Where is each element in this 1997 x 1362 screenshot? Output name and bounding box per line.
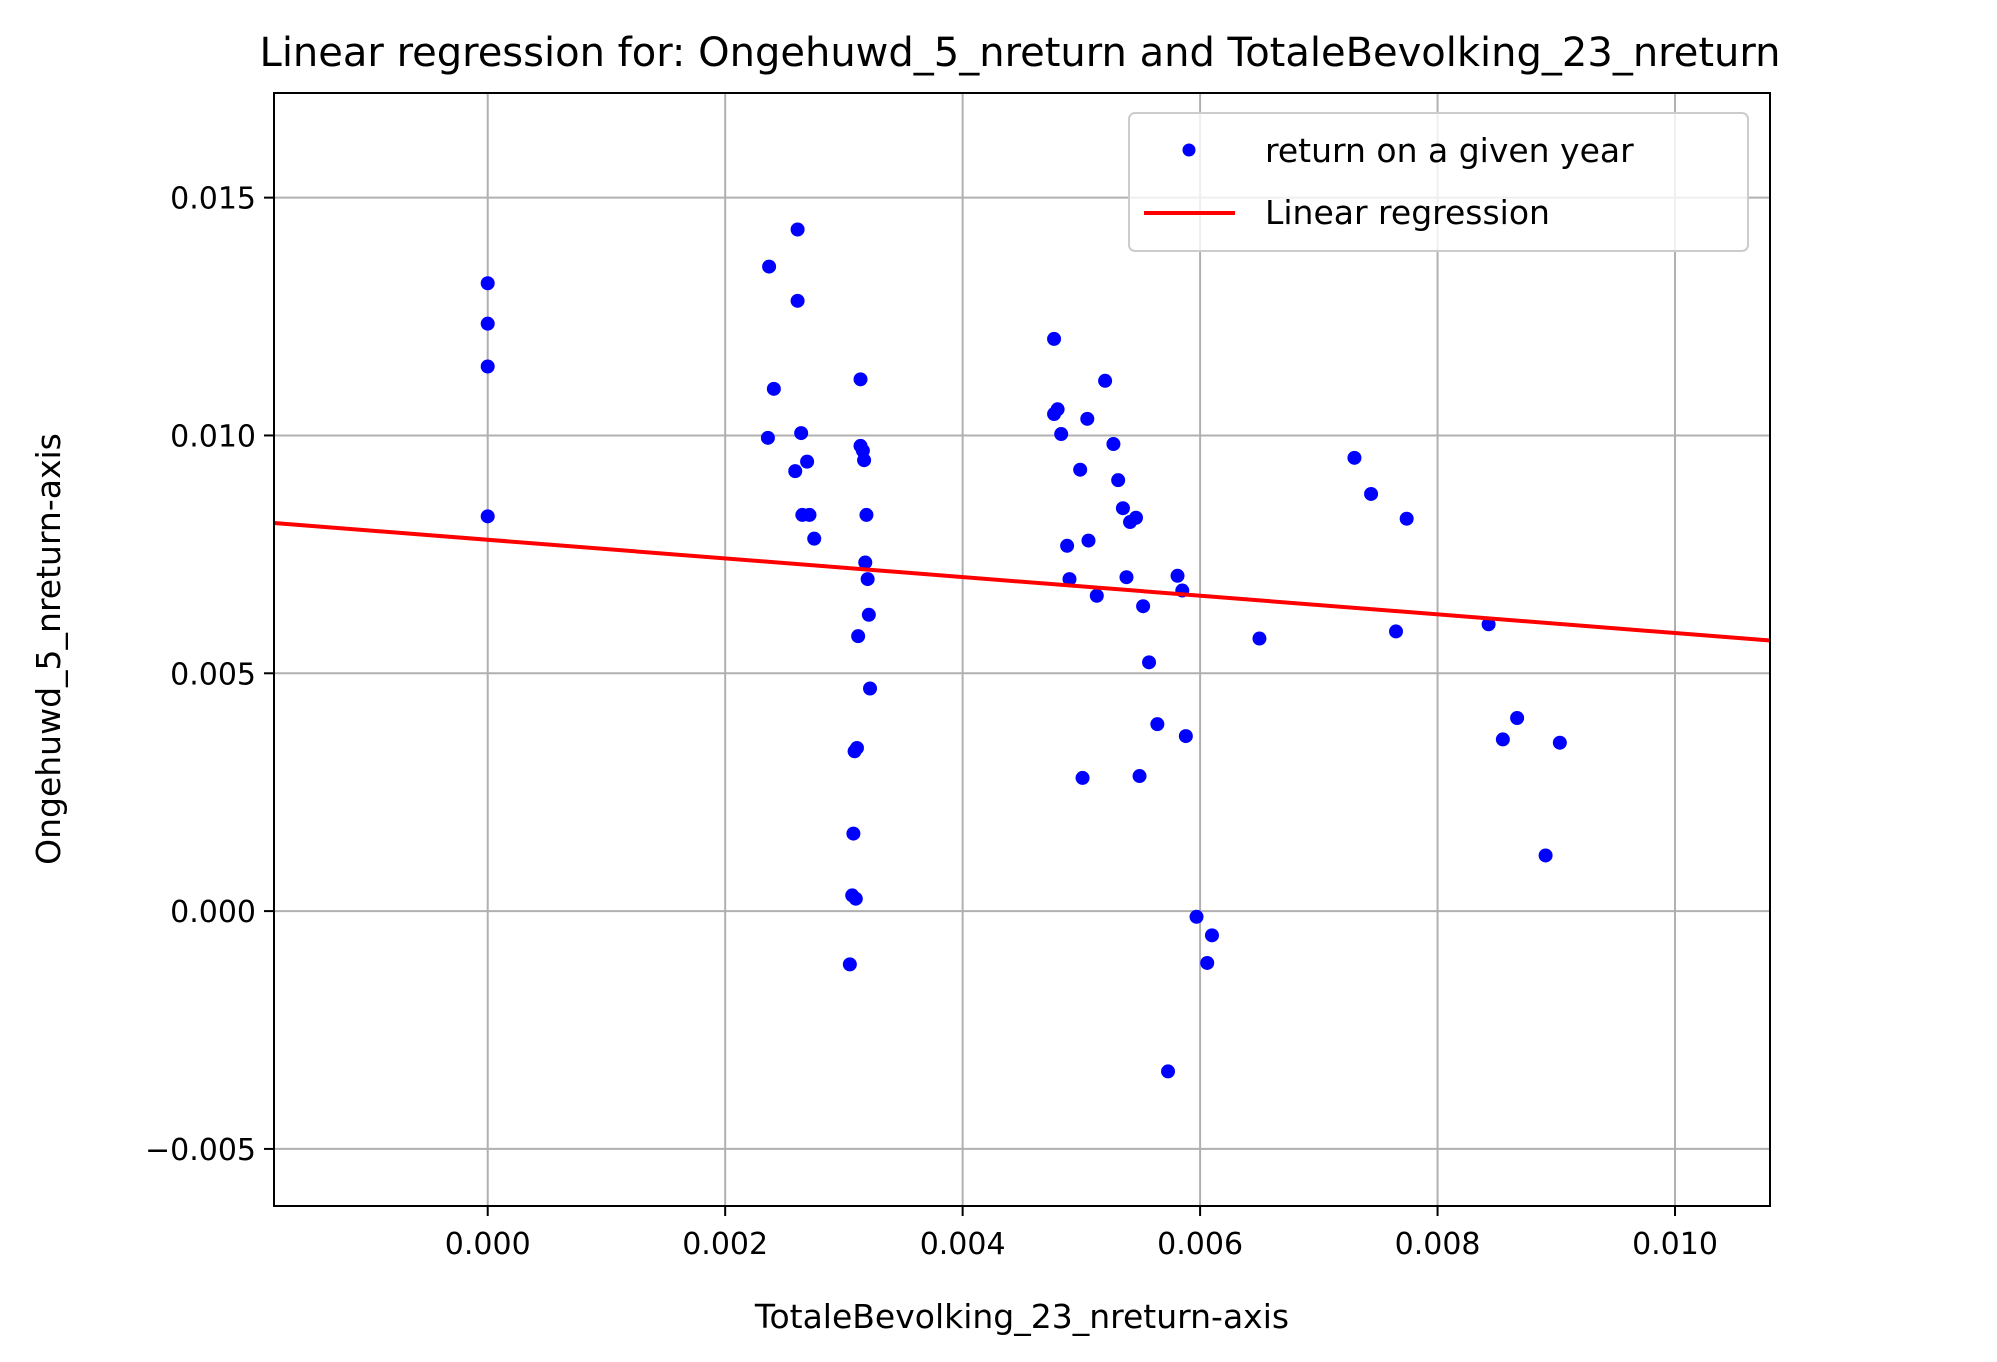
scatter-point [1161,1064,1176,1079]
scatter-point [1054,427,1069,442]
scatter-point [1098,373,1113,388]
scatter-point [762,259,777,274]
scatter-point [1136,599,1151,614]
grid-lines [274,93,1770,1206]
y-tick-label: 0.005 [170,657,256,692]
scatter-point [863,681,878,696]
plot-series [273,222,1771,1079]
scatter-point [851,629,866,644]
axis-ticks: 0.000 0.002 0.004 0.006 0.008 0.010 −0.005 0.00… [145,182,1718,1262]
x-tick-label: 0.008 [1395,1227,1481,1262]
scatter-point [1189,909,1204,924]
scatter-point [1106,437,1121,452]
scatter-point [859,507,874,522]
scatter-point [1204,928,1219,943]
y-tick-label: 0.000 [170,895,256,930]
scatter-point [1050,402,1065,417]
scatter-point [800,454,815,469]
scatter-point [1062,572,1077,587]
scatter-point [790,293,805,308]
scatter-point [766,381,781,396]
legend-label-scatter: return on a given year [1265,131,1634,170]
scatter-point [788,464,803,479]
scatter-point [807,531,822,546]
scatter-point [1495,732,1510,747]
scatter-point [1080,411,1095,426]
scatter-point [1170,568,1185,583]
scatter-point [842,957,857,972]
scatter-point [1200,955,1215,970]
scatter-point [1150,717,1165,732]
x-axis-label: TotaleBevolking_23_nreturn-axis [754,1297,1289,1336]
scatter-point [480,276,495,291]
scatter-point [1347,450,1362,465]
scatter-point [480,359,495,374]
x-tick-label: 0.002 [682,1227,768,1262]
scatter-point [847,744,862,759]
scatter-point [1252,631,1267,646]
scatter-point [1510,710,1525,725]
scatter-point [860,572,875,587]
scatter-point [760,430,775,445]
x-tick-label: 0.000 [445,1227,531,1262]
scatter-point [1538,848,1553,863]
scatter-point [1119,570,1134,585]
legend: return on a given year Linear regression [1128,112,1749,252]
scatter-point [480,316,495,331]
scatter-point [846,826,861,841]
scatter-point [1111,473,1126,488]
chart-title: Linear regression for: Ongehuwd_5_nretur… [260,30,1781,76]
scatter-point [1060,538,1075,553]
scatter-point [1073,462,1088,477]
scatter-point [1075,770,1090,785]
legend-label-line: Linear regression [1265,193,1550,232]
scatter-point [794,426,809,441]
x-tick-label: 0.010 [1632,1227,1718,1262]
scatter-point [1399,511,1414,526]
y-tick-label: −0.005 [145,1133,256,1168]
scatter-point [1142,655,1157,670]
scatter-point [1047,331,1062,346]
scatter-point [861,607,876,622]
x-tick-label: 0.004 [920,1227,1006,1262]
scatter-point [1081,533,1096,548]
scatter-point [1552,735,1567,750]
scatter-point [802,507,817,522]
legend-box [1128,112,1749,252]
scatter-point [848,891,863,906]
scatter-point [1389,624,1403,639]
scatter-point [1115,501,1130,516]
legend-marker-scatter [1182,143,1196,157]
scatter-point [1481,617,1496,632]
scatter-point [1089,588,1104,603]
scatter-point [1364,486,1379,501]
scatter-point [790,222,805,237]
scatter-point [1178,729,1193,744]
x-tick-label: 0.006 [1157,1227,1243,1262]
scatter-point [1132,769,1147,784]
y-tick-label: 0.010 [170,419,256,454]
plot-frame [273,92,1771,1207]
y-axis-label: Ongehuwd_5_nreturn-axis [29,433,68,865]
scatter-point [857,453,872,468]
scatter-point [480,509,495,524]
scatter-point [853,372,868,387]
regression-line [273,520,1771,643]
scatter-point [858,555,873,570]
y-tick-label: 0.015 [170,182,256,217]
scatter-point [1128,510,1143,525]
